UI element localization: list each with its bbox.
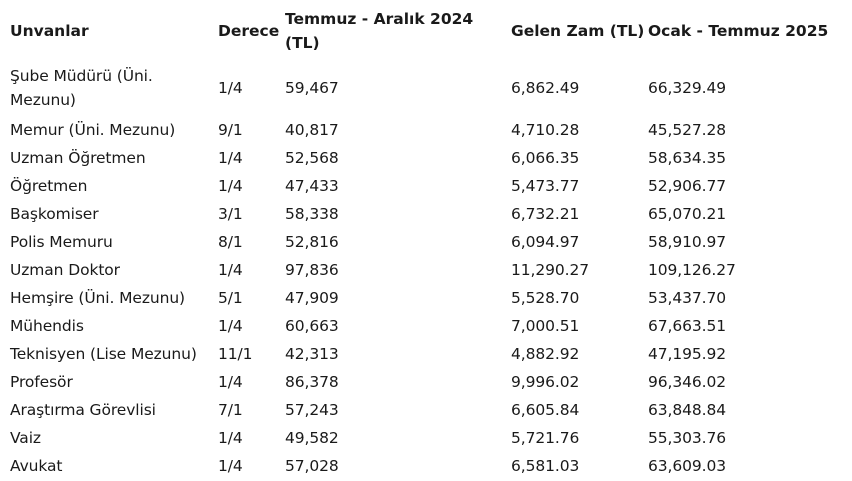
cell-salary-2024: 57,028	[285, 457, 339, 475]
cell-salary-2025: 65,070.21	[648, 205, 726, 223]
table-row: Başkomiser 3/1 58,338 6,732.21 65,070.21	[8, 200, 838, 228]
cell-title: Uzman Öğretmen	[10, 149, 146, 167]
cell-title: Avukat	[10, 457, 63, 475]
cell-salary-2024: 40,817	[285, 121, 339, 139]
cell-title: Uzman Doktor	[10, 261, 120, 279]
cell-raise: 4,710.28	[511, 121, 580, 139]
header-salary-2024: Temmuz - Aralık 2024 (TL)	[285, 10, 474, 52]
cell-salary-2025: 66,329.49	[648, 79, 726, 97]
cell-raise: 5,528.70	[511, 289, 580, 307]
cell-title: Profesör	[10, 373, 73, 391]
cell-salary-2024: 97,836	[285, 261, 339, 279]
cell-title: Memur (Üni. Mezunu)	[10, 121, 176, 139]
cell-title: Başkomiser	[10, 205, 99, 223]
cell-salary-2024: 42,313	[285, 345, 339, 363]
cell-raise: 6,094.97	[511, 233, 580, 251]
cell-grade: 1/4	[218, 429, 243, 447]
table-row: Öğretmen 1/4 47,433 5,473.77 52,906.77	[8, 172, 838, 200]
salary-table: Unvanlar Derece Temmuz - Aralık 2024 (TL…	[8, 2, 838, 480]
cell-salary-2024: 52,568	[285, 149, 339, 167]
cell-title: Öğretmen	[10, 177, 88, 195]
cell-title: Polis Memuru	[10, 233, 113, 251]
cell-grade: 7/1	[218, 401, 243, 419]
cell-grade: 1/4	[218, 177, 243, 195]
cell-salary-2025: 109,126.27	[648, 261, 736, 279]
table-row: Avukat 1/4 57,028 6,581.03 63,609.03	[8, 452, 838, 480]
cell-title: Teknisyen (Lise Mezunu)	[10, 345, 197, 363]
header-raise: Gelen Zam (TL)	[511, 22, 645, 40]
table-row: Şube Müdürü (Üni. Mezunu) 1/4 59,467 6,8…	[8, 60, 838, 116]
cell-salary-2025: 47,195.92	[648, 345, 726, 363]
table-row: Uzman Doktor 1/4 97,836 11,290.27 109,12…	[8, 256, 838, 284]
cell-salary-2024: 59,467	[285, 79, 339, 97]
cell-salary-2025: 55,303.76	[648, 429, 726, 447]
cell-raise: 5,721.76	[511, 429, 580, 447]
cell-grade: 9/1	[218, 121, 243, 139]
cell-title: Mühendis	[10, 317, 84, 335]
cell-raise: 5,473.77	[511, 177, 580, 195]
cell-title: Şube Müdürü (Üni. Mezunu)	[10, 67, 153, 109]
table-row: Mühendis 1/4 60,663 7,000.51 67,663.51	[8, 312, 838, 340]
header-title: Unvanlar	[10, 22, 89, 40]
table-header-row: Unvanlar Derece Temmuz - Aralık 2024 (TL…	[8, 2, 838, 60]
cell-raise: 7,000.51	[511, 317, 580, 335]
cell-title: Araştırma Görevlisi	[10, 401, 156, 419]
cell-salary-2025: 96,346.02	[648, 373, 726, 391]
cell-salary-2024: 86,378	[285, 373, 339, 391]
cell-salary-2024: 57,243	[285, 401, 339, 419]
table-row: Teknisyen (Lise Mezunu) 11/1 42,313 4,88…	[8, 340, 838, 368]
cell-grade: 11/1	[218, 345, 253, 363]
cell-salary-2025: 58,910.97	[648, 233, 726, 251]
header-salary-2025: Ocak - Temmuz 2025	[648, 22, 829, 40]
cell-raise: 6,605.84	[511, 401, 580, 419]
cell-salary-2024: 52,816	[285, 233, 339, 251]
header-grade: Derece	[218, 22, 280, 40]
cell-title: Vaiz	[10, 429, 41, 447]
cell-grade: 1/4	[218, 457, 243, 475]
cell-salary-2024: 47,433	[285, 177, 339, 195]
cell-grade: 1/4	[218, 79, 243, 97]
table-row: Araştırma Görevlisi 7/1 57,243 6,605.84 …	[8, 396, 838, 424]
cell-salary-2025: 58,634.35	[648, 149, 726, 167]
cell-title: Hemşire (Üni. Mezunu)	[10, 289, 186, 307]
cell-raise: 6,581.03	[511, 457, 580, 475]
cell-raise: 6,066.35	[511, 149, 580, 167]
cell-grade: 1/4	[218, 317, 243, 335]
cell-salary-2024: 58,338	[285, 205, 339, 223]
table-row: Profesör 1/4 86,378 9,996.02 96,346.02	[8, 368, 838, 396]
table-row: Vaiz 1/4 49,582 5,721.76 55,303.76	[8, 424, 838, 452]
table-row: Memur (Üni. Mezunu) 9/1 40,817 4,710.28 …	[8, 116, 838, 144]
cell-salary-2025: 67,663.51	[648, 317, 726, 335]
cell-salary-2024: 49,582	[285, 429, 339, 447]
table-row: Hemşire (Üni. Mezunu) 5/1 47,909 5,528.7…	[8, 284, 838, 312]
cell-raise: 6,732.21	[511, 205, 580, 223]
cell-raise: 4,882.92	[511, 345, 580, 363]
cell-raise: 11,290.27	[511, 261, 589, 279]
table-row: Polis Memuru 8/1 52,816 6,094.97 58,910.…	[8, 228, 838, 256]
cell-raise: 6,862.49	[511, 79, 580, 97]
cell-salary-2025: 63,609.03	[648, 457, 726, 475]
table-row: Uzman Öğretmen 1/4 52,568 6,066.35 58,63…	[8, 144, 838, 172]
cell-grade: 5/1	[218, 289, 243, 307]
cell-grade: 1/4	[218, 261, 243, 279]
cell-grade: 1/4	[218, 373, 243, 391]
cell-salary-2024: 60,663	[285, 317, 339, 335]
cell-grade: 3/1	[218, 205, 243, 223]
cell-salary-2025: 45,527.28	[648, 121, 726, 139]
cell-grade: 1/4	[218, 149, 243, 167]
cell-grade: 8/1	[218, 233, 243, 251]
cell-raise: 9,996.02	[511, 373, 580, 391]
cell-salary-2024: 47,909	[285, 289, 339, 307]
cell-salary-2025: 53,437.70	[648, 289, 726, 307]
cell-salary-2025: 52,906.77	[648, 177, 726, 195]
cell-salary-2025: 63,848.84	[648, 401, 726, 419]
